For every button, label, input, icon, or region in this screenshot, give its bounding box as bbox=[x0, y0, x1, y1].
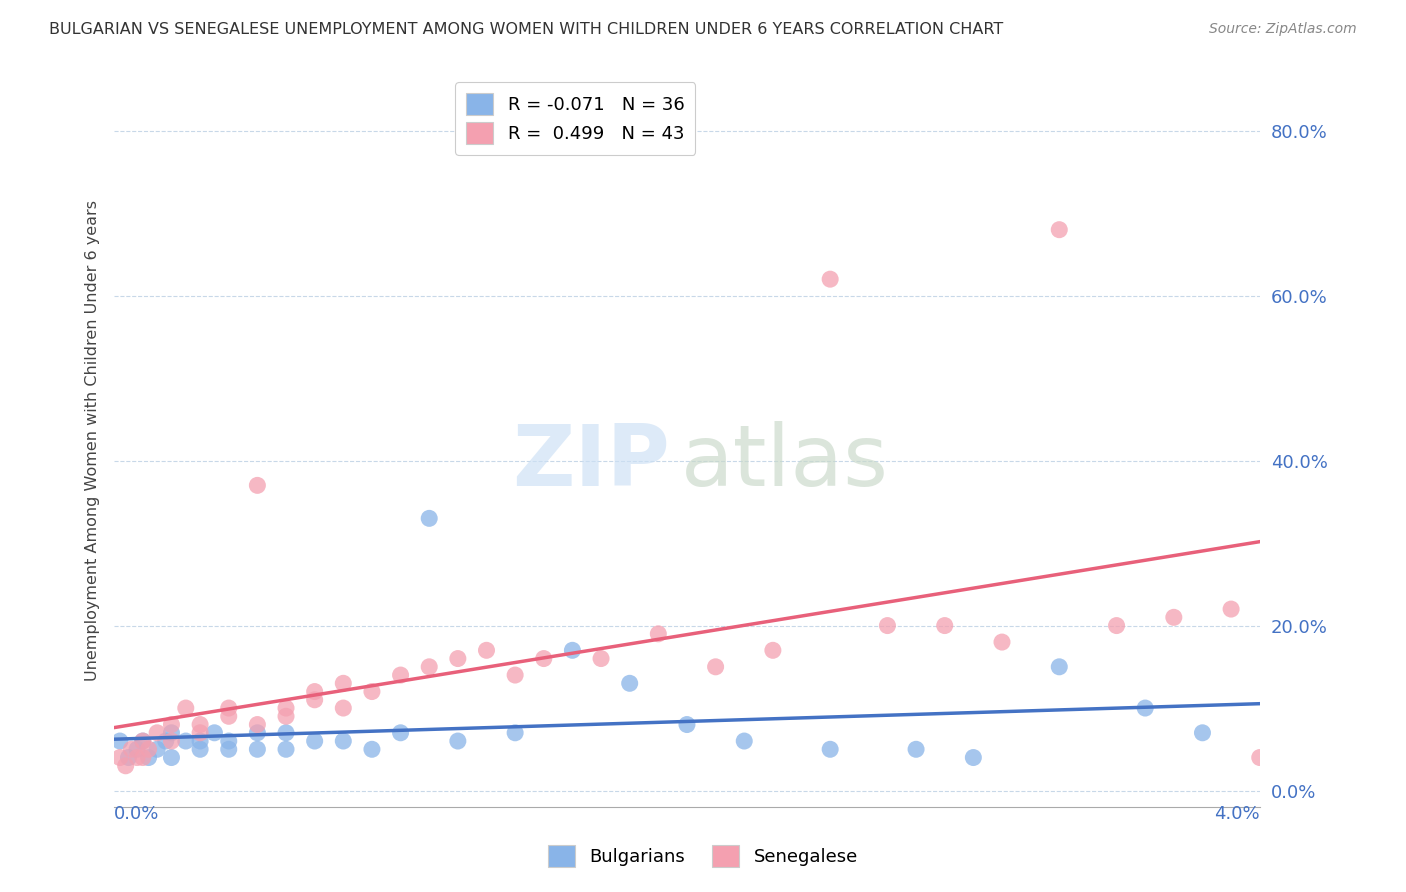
Text: BULGARIAN VS SENEGALESE UNEMPLOYMENT AMONG WOMEN WITH CHILDREN UNDER 6 YEARS COR: BULGARIAN VS SENEGALESE UNEMPLOYMENT AMO… bbox=[49, 22, 1004, 37]
Point bbox=[155, 734, 177, 748]
Text: atlas: atlas bbox=[682, 420, 889, 503]
Point bbox=[533, 651, 555, 665]
Point bbox=[304, 684, 326, 698]
Point bbox=[1220, 602, 1243, 616]
Point bbox=[619, 676, 641, 690]
Point bbox=[447, 651, 470, 665]
Point bbox=[991, 635, 1014, 649]
Legend: Bulgarians, Senegalese: Bulgarians, Senegalese bbox=[541, 838, 865, 874]
Point bbox=[934, 618, 956, 632]
Point bbox=[108, 734, 131, 748]
Point bbox=[246, 726, 269, 740]
Point bbox=[188, 726, 211, 740]
Point bbox=[174, 701, 197, 715]
Point bbox=[818, 742, 841, 756]
Point bbox=[132, 734, 155, 748]
Point bbox=[218, 742, 240, 756]
Point bbox=[132, 734, 155, 748]
Legend: R = -0.071   N = 36, R =  0.499   N = 43: R = -0.071 N = 36, R = 0.499 N = 43 bbox=[456, 82, 696, 155]
Point bbox=[188, 734, 211, 748]
Point bbox=[204, 726, 226, 740]
Point bbox=[132, 750, 155, 764]
Point bbox=[218, 734, 240, 748]
Point bbox=[138, 742, 160, 756]
Point bbox=[108, 750, 131, 764]
Point bbox=[1249, 750, 1271, 764]
Point bbox=[146, 742, 169, 756]
Point bbox=[1105, 618, 1128, 632]
Point bbox=[174, 734, 197, 748]
Point bbox=[274, 709, 297, 723]
Point bbox=[1163, 610, 1185, 624]
Point bbox=[160, 734, 183, 748]
Text: ZIP: ZIP bbox=[512, 420, 669, 503]
Point bbox=[304, 734, 326, 748]
Point bbox=[246, 717, 269, 731]
Point bbox=[1135, 701, 1157, 715]
Point bbox=[188, 717, 211, 731]
Point bbox=[389, 668, 412, 682]
Point bbox=[818, 272, 841, 286]
Point bbox=[905, 742, 928, 756]
Point bbox=[332, 734, 354, 748]
Point bbox=[418, 660, 440, 674]
Point bbox=[762, 643, 785, 657]
Point bbox=[589, 651, 612, 665]
Point bbox=[127, 750, 149, 764]
Point bbox=[274, 701, 297, 715]
Point bbox=[447, 734, 470, 748]
Point bbox=[146, 726, 169, 740]
Point bbox=[418, 511, 440, 525]
Point bbox=[218, 701, 240, 715]
Point bbox=[647, 627, 669, 641]
Point bbox=[475, 643, 498, 657]
Point bbox=[332, 701, 354, 715]
Point bbox=[304, 693, 326, 707]
Point bbox=[117, 750, 139, 764]
Text: 4.0%: 4.0% bbox=[1215, 805, 1260, 823]
Point bbox=[274, 742, 297, 756]
Point bbox=[138, 750, 160, 764]
Text: Source: ZipAtlas.com: Source: ZipAtlas.com bbox=[1209, 22, 1357, 37]
Point bbox=[704, 660, 727, 674]
Y-axis label: Unemployment Among Women with Children Under 6 years: Unemployment Among Women with Children U… bbox=[86, 200, 100, 681]
Point bbox=[332, 676, 354, 690]
Point bbox=[503, 668, 526, 682]
Point bbox=[160, 726, 183, 740]
Point bbox=[1047, 222, 1070, 236]
Point bbox=[160, 717, 183, 731]
Point bbox=[876, 618, 898, 632]
Point bbox=[1047, 660, 1070, 674]
Point bbox=[733, 734, 755, 748]
Point bbox=[120, 742, 142, 756]
Point bbox=[676, 717, 699, 731]
Point bbox=[962, 750, 984, 764]
Text: 0.0%: 0.0% bbox=[114, 805, 159, 823]
Point bbox=[114, 759, 136, 773]
Point bbox=[218, 709, 240, 723]
Point bbox=[1191, 726, 1213, 740]
Point bbox=[389, 726, 412, 740]
Point bbox=[160, 750, 183, 764]
Point bbox=[503, 726, 526, 740]
Point bbox=[188, 742, 211, 756]
Point bbox=[246, 742, 269, 756]
Point bbox=[274, 726, 297, 740]
Point bbox=[361, 684, 384, 698]
Point bbox=[127, 742, 149, 756]
Point bbox=[561, 643, 583, 657]
Point bbox=[246, 478, 269, 492]
Point bbox=[361, 742, 384, 756]
